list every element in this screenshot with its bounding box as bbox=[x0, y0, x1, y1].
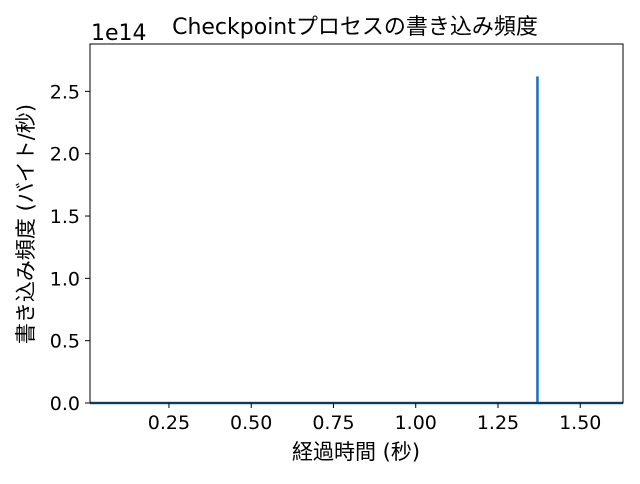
x-axis-label: 経過時間 (秒) bbox=[292, 440, 420, 464]
y-tick-label: 1.5 bbox=[50, 206, 80, 228]
plot-frame bbox=[89, 43, 624, 404]
y-tick-label: 2.0 bbox=[50, 144, 80, 166]
x-tick-label: 1.25 bbox=[477, 412, 519, 434]
y-tick-label: 0.0 bbox=[50, 393, 80, 415]
y-axis-ticks: 0.0 0.5 1.0 1.5 2.0 2.5 bbox=[50, 81, 90, 415]
chart-title: Checkpointプロセスの書き込み頻度 bbox=[172, 15, 538, 40]
y-axis-offset-text: 1e14 bbox=[91, 21, 147, 46]
y-tick-label: 0.5 bbox=[50, 331, 80, 353]
plot-area bbox=[89, 43, 624, 405]
x-tick-label: 1.50 bbox=[559, 412, 601, 434]
x-tick-label: 0.75 bbox=[312, 412, 354, 434]
x-tick-label: 0.50 bbox=[230, 412, 272, 434]
y-axis-label: 書き込み頻度 (バイト/秒) bbox=[14, 104, 38, 344]
y-tick-label: 1.0 bbox=[50, 268, 80, 290]
y-tick-label: 2.5 bbox=[50, 81, 80, 103]
x-tick-label: 1.00 bbox=[395, 412, 437, 434]
x-tick-label: 0.25 bbox=[148, 412, 190, 434]
series-line-0 bbox=[90, 76, 623, 405]
x-axis-ticks: 0.25 0.50 0.75 1.00 1.25 1.50 bbox=[148, 403, 601, 434]
